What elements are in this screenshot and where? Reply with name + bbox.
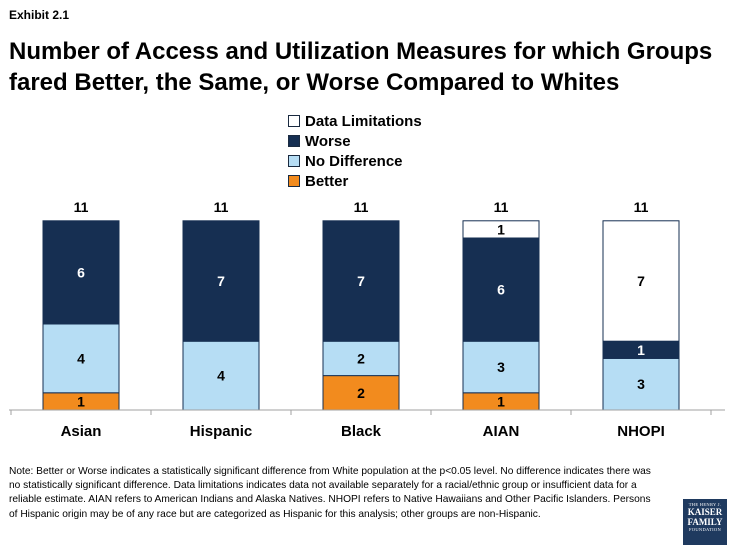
legend-item-worse: Worse [288,131,422,151]
bar-segment-worse [182,220,260,342]
total-label: 11 [214,199,229,215]
total-label: 11 [74,199,89,215]
data-label-no-difference: 3 [637,376,645,392]
legend-label-no-difference: No Difference [305,152,403,170]
data-label-no-difference: 2 [357,350,365,366]
data-label-better: 2 [357,385,365,401]
data-label-worse: 7 [217,273,225,289]
legend-label-worse: Worse [305,132,351,150]
data-label-better: 1 [497,393,505,409]
data-label-data-limitations: 1 [497,221,505,237]
total-label: 11 [634,199,649,215]
data-label-worse: 6 [497,282,505,298]
bar-segment-worse [322,220,400,342]
chart-title-line-2: fared Better, the Same, or Worse Compare… [9,69,620,96]
x-tick-label: AIAN [483,423,520,440]
x-tick-label: NHOPI [617,423,665,440]
data-label-no-difference: 4 [217,368,225,384]
exhibit-label: Exhibit 2.1 [9,8,70,22]
legend-swatch-worse [288,135,300,147]
bar-segment-worse [462,237,540,342]
data-label-no-difference: 4 [77,350,85,366]
total-label: 11 [494,199,509,215]
chart-title-line-1: Number of Access and Utilization Measure… [9,38,713,65]
logo-line-1: THE HENRY J. [688,502,722,507]
bar-segment-data-limitations [602,220,680,342]
legend-swatch-no-difference [288,155,300,167]
legend-item-better: Better [288,171,422,191]
logo-line-4: FOUNDATION [689,527,721,532]
data-label-no-difference: 3 [497,359,505,375]
data-label-better: 1 [77,393,85,409]
legend-label-data-limitations: Data Limitations [305,112,422,130]
legend-swatch-data-limitations [288,115,300,127]
legend-swatch-better [288,175,300,187]
data-label-worse: 6 [77,264,85,280]
logo-line-2: KAISER [687,507,723,517]
x-tick-label: Asian [61,423,102,440]
legend-label-better: Better [305,172,349,190]
x-tick-label: Hispanic [190,423,253,440]
kaiser-family-foundation-logo: THE HENRY J. KAISER FAMILY FOUNDATION [683,499,727,545]
data-label-worse: 1 [637,342,645,358]
bar-segment-no-difference [42,323,120,394]
bar-segment-no-difference [322,340,400,377]
data-label-data-limitations: 7 [637,273,645,289]
bar-segment-worse [42,220,120,325]
chart-title: Number of Access and Utilization Measure… [9,36,729,98]
logo-line-3: FAMILY [687,517,723,527]
data-label-worse: 7 [357,273,365,289]
bar-segment-no-difference [462,340,540,394]
chart-legend: Data Limitations Worse No Difference Bet… [288,111,422,191]
stacked-bar-chart: 14611Asian4711Hispanic22711Black136111AI… [9,199,725,440]
legend-item-data-limitations: Data Limitations [288,111,422,131]
total-label: 11 [354,199,369,215]
bar-segment-no-difference [182,340,260,411]
x-tick-label: Black [341,423,382,440]
bar-segment-no-difference [602,357,680,411]
footnote: Note: Better or Worse indicates a statis… [9,466,651,520]
legend-item-no-difference: No Difference [288,151,422,171]
bar-segment-data-limitations [462,220,540,239]
